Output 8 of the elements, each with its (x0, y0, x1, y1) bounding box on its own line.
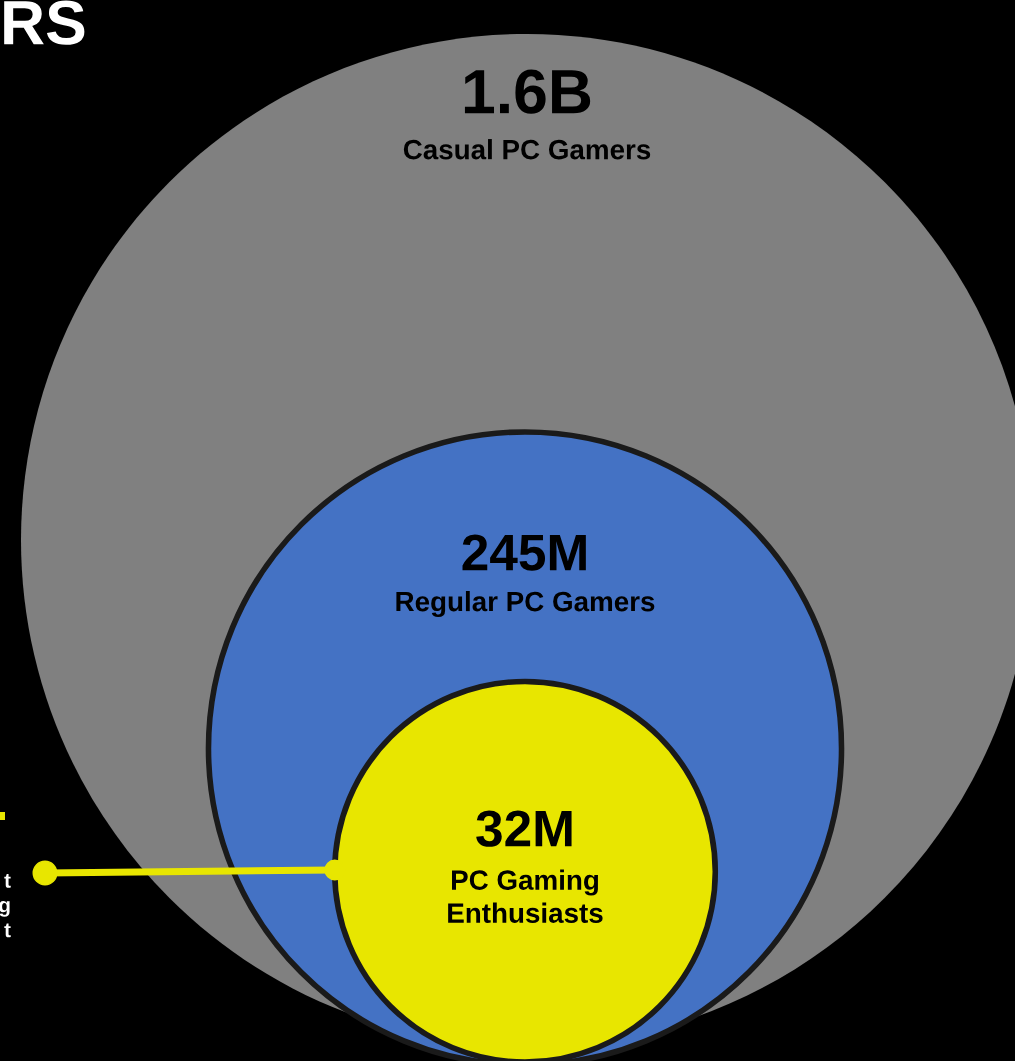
category-label: Regular PC Gamers (396, 590, 655, 618)
text: t g t (0, 874, 11, 938)
data-label: 245M (462, 534, 586, 571)
category-label: Casual PC Gamers (403, 139, 651, 160)
text: RS (4, 0, 85, 45)
data-label: 1.6B (464, 69, 591, 114)
data-label: 32M (476, 810, 572, 847)
category-label: PC Gaming Enthusiasts (448, 869, 603, 923)
